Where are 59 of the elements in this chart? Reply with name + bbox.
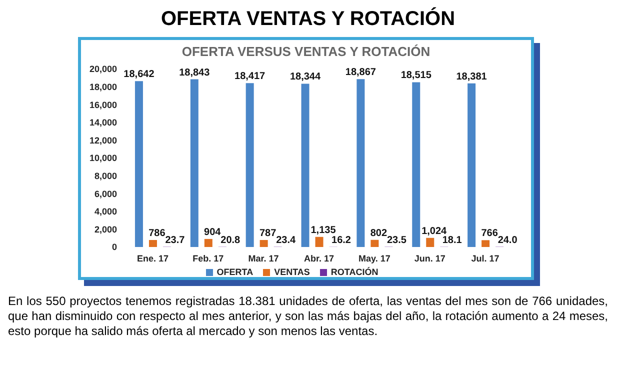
y-tick-label: 10,000: [89, 153, 117, 164]
bar: [190, 79, 198, 247]
data-label: 1,135: [310, 224, 336, 236]
y-tick-label: 6,000: [94, 188, 117, 199]
bar: [204, 238, 212, 247]
x-tick-label: Abr. 17: [304, 253, 334, 264]
data-label: 18,381: [456, 71, 488, 82]
data-label: 23.7: [165, 234, 186, 246]
y-tick-label: 8,000: [94, 170, 117, 181]
y-tick-label: 20,000: [89, 64, 117, 74]
data-label: 18,843: [179, 67, 210, 78]
data-label: 20.8: [220, 234, 241, 246]
bar: [134, 81, 143, 247]
x-tick-label: Feb. 17: [192, 253, 224, 264]
chart-title: OFERTA VENTAS Y ROTACIÓN: [160, 8, 456, 31]
data-label: 16.2: [332, 234, 352, 246]
x-tick-label: May. 17: [358, 253, 390, 264]
bar: [482, 240, 490, 247]
data-label: 18.1: [442, 234, 462, 246]
y-tick-label: 2,000: [94, 224, 117, 234]
data-label: 18,417: [234, 71, 266, 82]
bar: [301, 84, 310, 247]
y-tick-label: 0: [112, 242, 117, 252]
data-label: 18,867: [345, 67, 376, 78]
y-tick-label: 14,000: [89, 118, 117, 128]
x-tick-label: Jul. 17: [471, 253, 500, 264]
legend-label: ROTACIÓN: [330, 267, 378, 277]
bar: [370, 240, 379, 247]
data-label: 904: [204, 226, 222, 238]
chart-subtitle: OFERTA VERSUS VENTAS Y ROTACIÓN: [180, 44, 432, 59]
data-label: 766: [481, 228, 498, 240]
bar: [246, 83, 254, 247]
bar: [426, 238, 434, 247]
bar: [356, 79, 365, 247]
data-label: 18,344: [290, 72, 321, 83]
y-tick-label: 18,000: [89, 82, 117, 92]
bar: [315, 236, 324, 247]
bar: [148, 240, 157, 247]
data-label: 18,515: [400, 70, 432, 82]
data-label: 786: [148, 228, 166, 240]
bar: [468, 83, 476, 247]
text: En los 550 proyectos tenemos registradas 18.381 unidades de oferta, las ventas del mes son de 766 unidades, que han disminuido con respecto al mes anterior, y son las más bajas del año, la rotación aumento a 24 meses, esto porque ha salido más oferta al mercado y son menos las ventas.: [8, 294, 608, 339]
data-label: 24.0: [498, 234, 518, 246]
legend-label: VENTAS: [274, 267, 310, 277]
bar: [412, 82, 420, 247]
y-tick-label: 16,000: [89, 100, 117, 110]
data-label: 1,024: [422, 226, 448, 237]
x-tick-label: Jun. 17: [414, 253, 446, 264]
y-tick-label: 4,000: [94, 206, 117, 217]
data-label: 802: [370, 228, 388, 239]
data-label: 23.4: [276, 234, 296, 246]
data-label: 18,642: [124, 69, 155, 80]
y-tick-label: 12,000: [89, 135, 117, 146]
data-label: 23.5: [386, 234, 407, 246]
x-tick-label: Ene. 17: [136, 253, 168, 264]
data-label: 787: [259, 228, 277, 239]
legend-label: OFERTA: [216, 267, 254, 277]
x-tick-label: Mar. 17: [248, 253, 279, 264]
bar: [260, 240, 268, 247]
